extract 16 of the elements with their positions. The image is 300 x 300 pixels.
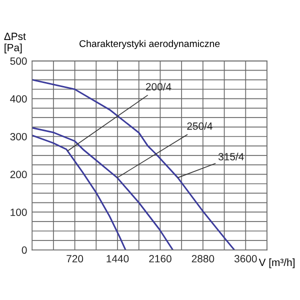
x-tick-label: 2160: [149, 255, 172, 262]
y-tick-label: 100: [10, 208, 27, 216]
y-tick-label: 200: [10, 170, 27, 178]
line-series: [32, 134, 126, 250]
x-tick-label: 720: [66, 255, 84, 262]
y-tick-label: 0: [22, 246, 27, 254]
y-axis-title: ΔPst [Pa]: [4, 32, 26, 54]
x-tick-label: 1440: [106, 255, 129, 262]
y-tick-label: 300: [10, 133, 27, 140]
y-tick-label: 500: [10, 57, 27, 65]
y-tick-label: 400: [10, 95, 27, 103]
x-tick-label: 3600: [234, 255, 257, 262]
line-series: [32, 127, 174, 250]
x-tick-label: 2880: [192, 255, 214, 262]
x-axis-title: V [m³/h]: [258, 258, 294, 268]
chart-title: Charakterystyki aerodynamiczne: [80, 40, 220, 50]
